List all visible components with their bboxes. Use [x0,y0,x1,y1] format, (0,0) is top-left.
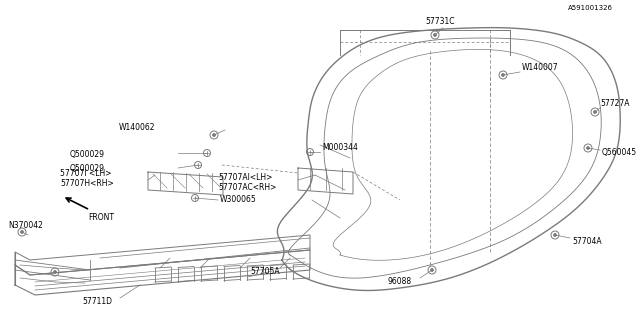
Text: 57731C: 57731C [425,18,455,27]
Text: W140062: W140062 [118,124,155,132]
Text: A591001326: A591001326 [568,5,613,11]
Circle shape [502,74,504,76]
Text: 96088: 96088 [388,277,412,286]
Circle shape [587,147,589,149]
Circle shape [594,111,596,113]
Text: 57727A: 57727A [600,100,630,108]
Circle shape [54,271,56,273]
Circle shape [20,231,23,233]
Text: Q560045: Q560045 [602,148,637,157]
Text: 57704A: 57704A [572,237,602,246]
Text: Q500029: Q500029 [70,150,105,159]
Circle shape [434,34,436,36]
Text: N370042: N370042 [8,220,43,229]
Text: W140007: W140007 [522,63,559,73]
Text: 57707AC<RH>: 57707AC<RH> [218,183,276,193]
Text: FRONT: FRONT [88,213,114,222]
Text: W300065: W300065 [220,196,257,204]
Circle shape [212,134,215,136]
Circle shape [431,269,433,271]
Text: Q500029: Q500029 [70,164,105,172]
Text: 57711D: 57711D [82,298,112,307]
Circle shape [554,234,556,236]
Text: 57707H<RH>: 57707H<RH> [60,179,114,188]
Text: 57707I <LH>: 57707I <LH> [60,169,111,178]
Text: M000344: M000344 [322,143,358,153]
Text: 57707AI<LH>: 57707AI<LH> [218,173,273,182]
Text: 57705A: 57705A [250,267,280,276]
